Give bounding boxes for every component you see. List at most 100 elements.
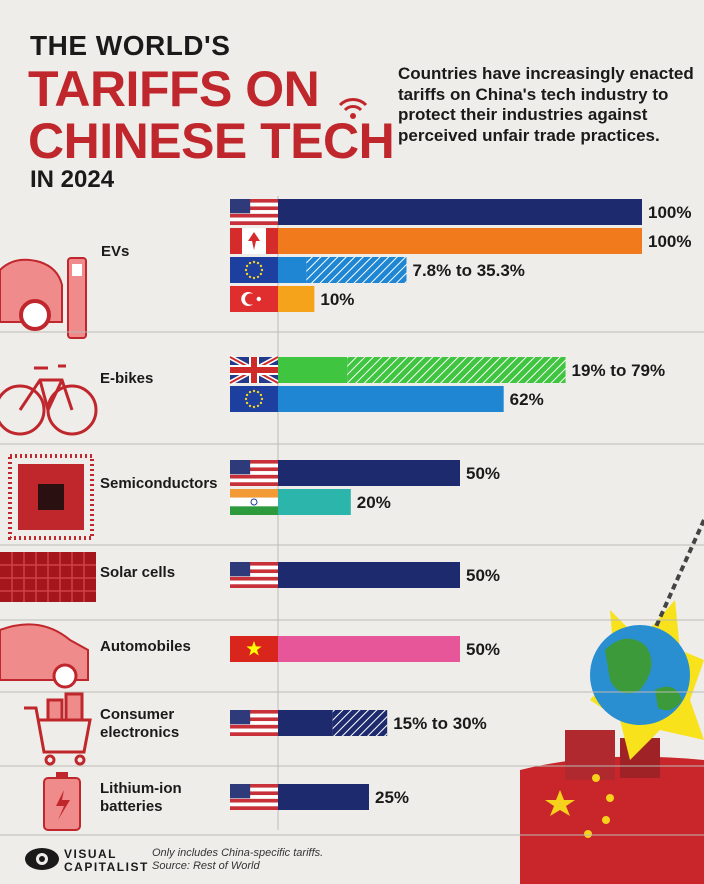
flag-us-icon (230, 791, 278, 796)
flag-eu-icon (245, 401, 249, 405)
bar-eu (278, 257, 307, 283)
category-label-line: E-bikes (100, 370, 153, 387)
flag-us-icon (230, 784, 251, 799)
flag-us-icon (230, 710, 278, 714)
bar-range-hatch (347, 357, 566, 383)
title-line-3: CHINESE TECH (28, 113, 395, 169)
title-line-2: TARIFFS ON (28, 61, 320, 117)
flag-eu-icon (256, 275, 260, 279)
bar-india (278, 489, 351, 515)
chip-icon (8, 454, 94, 540)
flag-us-icon (230, 728, 278, 733)
value-label: 19% to 79% (572, 361, 666, 380)
brand-name: VISUAL CAPITALIST (64, 848, 149, 874)
flag-eu-icon (248, 261, 252, 265)
flag-us-icon (230, 584, 278, 588)
car-icon (0, 623, 89, 689)
bar-us (278, 460, 460, 486)
flag-canada-icon (248, 232, 260, 250)
flag-eu-icon (245, 264, 249, 268)
flag-eu-icon (252, 405, 256, 409)
flag-eu-icon (252, 260, 256, 264)
flag-uk-icon (230, 367, 278, 373)
visual-capitalist-logo (25, 848, 59, 870)
category-label: Automobiles (100, 638, 191, 655)
value-label: 50% (466, 640, 500, 659)
flag-eu-icon (260, 268, 264, 272)
flag-eu-icon (248, 404, 252, 408)
value-label: 62% (510, 390, 544, 409)
flag-us-icon (230, 199, 278, 203)
bar-range-hatch (306, 257, 407, 283)
value-label: 10% (320, 290, 354, 309)
flag-us-icon (230, 806, 278, 810)
brand-line-1: VISUAL (64, 847, 118, 861)
bicycle-icon (0, 364, 98, 436)
bar-eu (278, 386, 504, 412)
category-label-line: batteries (100, 798, 163, 815)
flag-canada-icon (230, 228, 242, 254)
flag-vietnam-icon (246, 641, 262, 656)
flag-eu-icon (259, 401, 263, 405)
flag-us-icon (230, 221, 278, 225)
category-label: Lithium-ion batteries (100, 780, 182, 815)
brand-line-2: CAPITALIST (64, 860, 149, 874)
flag-eu-icon (256, 404, 260, 408)
bar-us (278, 784, 369, 810)
category-label: Semiconductors (100, 475, 218, 492)
bar-us (278, 199, 642, 225)
bar-us (278, 710, 333, 736)
flag-us-icon (230, 724, 278, 729)
flag-us-icon (230, 787, 278, 792)
flag-us-icon (230, 478, 278, 483)
flag-us-icon (230, 717, 278, 722)
flag-india-icon (250, 498, 258, 506)
flag-us-icon (230, 460, 251, 475)
bar-canada (278, 228, 642, 254)
flag-us-icon (230, 798, 278, 803)
flag-eu-icon (252, 276, 256, 280)
flag-eu-icon (259, 393, 263, 397)
flag-us-icon (230, 562, 251, 577)
flag-eu-icon (244, 268, 248, 272)
flag-india-icon (230, 497, 278, 507)
flag-eu-icon (259, 264, 263, 268)
solar-panel-icon (0, 552, 96, 602)
flag-us-icon (230, 217, 278, 222)
flag-us-icon (230, 199, 251, 214)
subtitle: Countries have increasingly enacted tari… (398, 64, 694, 145)
bar-turkey (278, 286, 315, 312)
flag-canada-icon (266, 228, 278, 254)
value-label: 20% (357, 493, 391, 512)
signal-waves-icon (338, 98, 368, 119)
flag-eu-icon (245, 393, 249, 397)
flag-eu-icon (244, 397, 248, 401)
flag-us-icon (230, 210, 278, 214)
flag-us-icon (230, 732, 278, 736)
flag-eu-icon (259, 272, 263, 276)
flag-india-icon (230, 506, 278, 515)
category-label: Consumer electronics (100, 706, 179, 741)
flag-us-icon (230, 569, 278, 574)
flag-us-icon (230, 565, 278, 570)
value-label: 15% to 30% (393, 714, 487, 733)
flag-turkey-icon (245, 293, 257, 305)
category-label-line: electronics (100, 724, 179, 741)
flag-eu-icon (256, 261, 260, 265)
value-label: 25% (375, 788, 409, 807)
category-label-line: Lithium-ion (100, 780, 182, 797)
value-label: 50% (466, 566, 500, 585)
value-label: 100% (648, 232, 691, 251)
flag-us-icon (230, 713, 278, 718)
flag-us-icon (230, 580, 278, 585)
flag-us-icon (230, 202, 278, 207)
bar-uk (278, 357, 348, 383)
flag-us-icon (230, 721, 278, 725)
category-label: Solar cells (100, 564, 175, 581)
category-label-line: Consumer (100, 706, 174, 723)
flag-us-icon (230, 710, 251, 725)
flag-us-icon (230, 463, 278, 468)
category-label-line: Semiconductors (100, 475, 218, 492)
shopping-cart-icon (24, 692, 92, 766)
